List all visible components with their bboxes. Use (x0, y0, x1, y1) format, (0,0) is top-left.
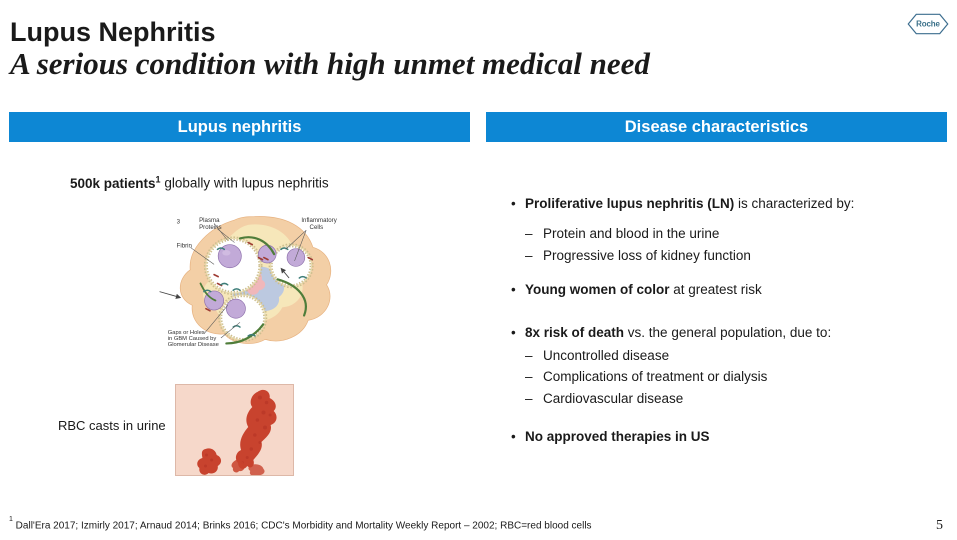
svg-text:Glomerular Disease: Glomerular Disease (168, 342, 219, 348)
svg-text:Cells: Cells (310, 224, 324, 231)
svg-text:Gaps or Holes: Gaps or Holes (168, 330, 205, 336)
svg-text:Plasma: Plasma (199, 217, 220, 224)
svg-text:Proteins: Proteins (199, 224, 221, 231)
svg-text:in GBM Caused by: in GBM Caused by (168, 336, 217, 342)
svg-text:Fibrin: Fibrin (177, 242, 193, 249)
svg-text:Roche: Roche (916, 20, 940, 29)
svg-text:Inflammatory: Inflammatory (301, 217, 337, 224)
svg-text:3: 3 (177, 218, 181, 225)
